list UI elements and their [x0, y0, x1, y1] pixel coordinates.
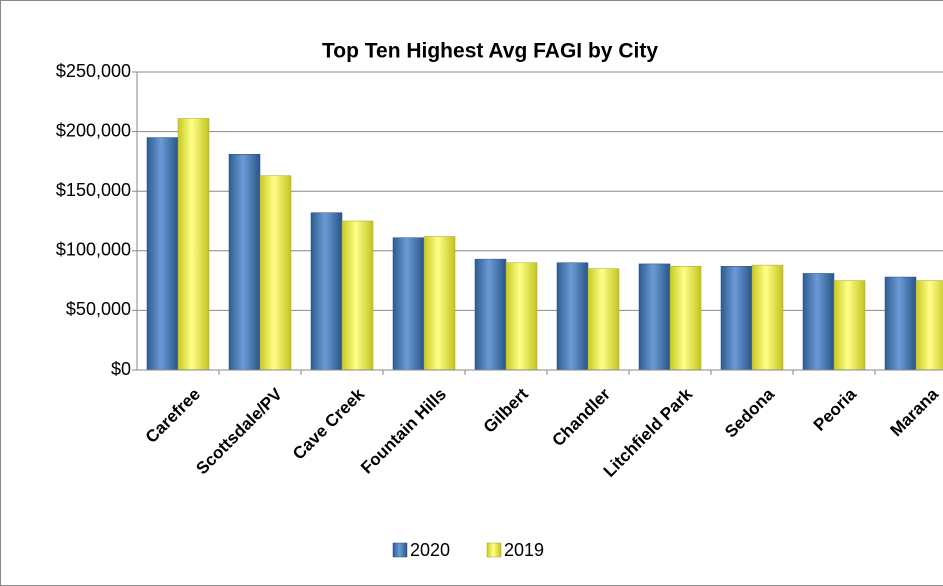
bar — [228, 153, 261, 371]
y-tick-label: $100,000 — [56, 240, 131, 260]
legend-swatch — [392, 542, 408, 558]
bar — [802, 273, 835, 371]
bar — [177, 118, 210, 371]
bar — [833, 280, 866, 371]
bar — [310, 212, 343, 371]
bar — [751, 264, 784, 371]
y-tick-label: $150,000 — [56, 180, 131, 200]
bar — [669, 266, 702, 371]
legend-label: 2019 — [504, 540, 544, 560]
chart-title: Top Ten Highest Avg FAGI by City — [322, 40, 658, 63]
bar — [720, 266, 753, 371]
bar — [638, 263, 671, 371]
bar — [505, 262, 538, 371]
bar — [259, 175, 292, 371]
bar — [556, 262, 589, 371]
legend-label: 2020 — [410, 540, 450, 560]
y-tick-label: $250,000 — [56, 61, 131, 81]
y-tick-label: $200,000 — [56, 120, 131, 140]
bar — [587, 268, 620, 371]
bar — [423, 236, 456, 371]
bar — [341, 220, 374, 371]
bar — [915, 280, 943, 371]
bar — [884, 276, 917, 371]
legend-swatch — [486, 542, 502, 558]
y-tick-label: $0 — [111, 359, 131, 379]
bar — [146, 137, 179, 371]
y-tick-label: $50,000 — [66, 299, 131, 319]
bar — [392, 237, 425, 371]
bar — [474, 258, 507, 371]
